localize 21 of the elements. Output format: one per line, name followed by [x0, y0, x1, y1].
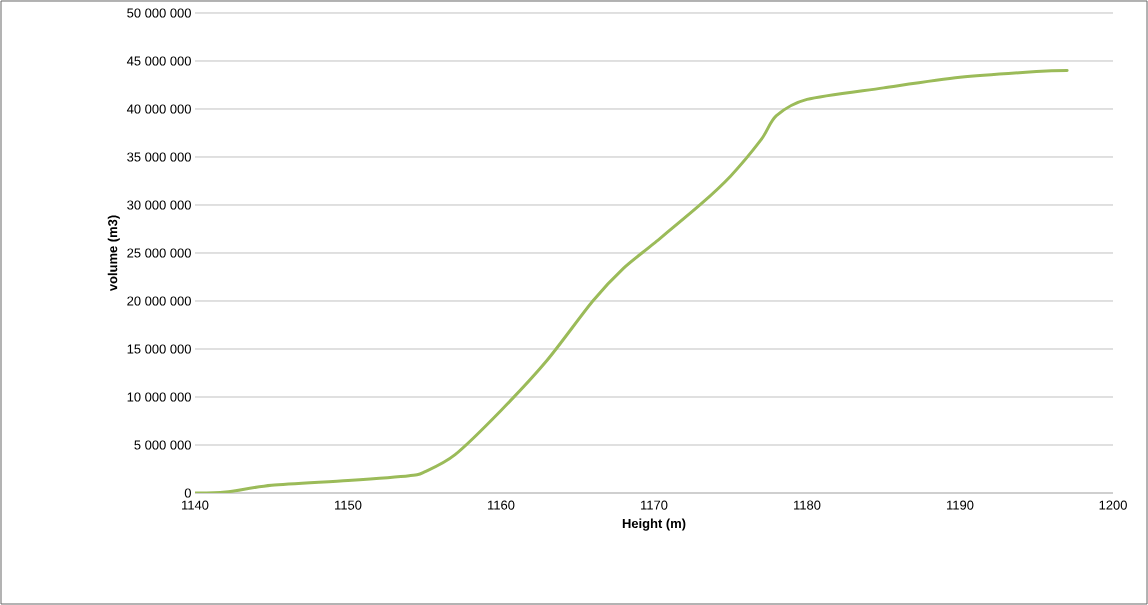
y-tick-label: 35 000 000 — [127, 152, 191, 162]
y-tick-label: 25 000 000 — [127, 248, 191, 258]
y-tick-label: 5 000 000 — [134, 440, 191, 450]
y-tick-label: 0 — [184, 488, 191, 498]
y-tick-label: 10 000 000 — [127, 392, 191, 402]
y-tick-label: 40 000 000 — [126, 104, 191, 114]
x-tick-label: 1170 — [641, 500, 668, 510]
y-tick-label: 15 000 000 — [127, 344, 191, 354]
x-tick-label: 1150 — [335, 500, 362, 510]
x-tick-label: 1160 — [488, 500, 515, 510]
x-tick-label: 1140 — [182, 500, 209, 510]
y-tick-label: 30 000 000 — [127, 200, 191, 210]
x-tick-label: 1200 — [1099, 500, 1127, 510]
line-series — [195, 69, 1069, 493]
x-axis-title: Height (m) — [622, 518, 686, 531]
y-tick-label: 45 000 000 — [126, 56, 191, 66]
x-tick-label: 1190 — [947, 500, 974, 510]
y-tick-label: 50 000 000 — [127, 8, 191, 18]
x-tick-label: 1180 — [794, 500, 821, 510]
y-tick-label: 20 000 000 — [127, 296, 191, 306]
y-axis-title: volume (m3) — [107, 215, 120, 292]
